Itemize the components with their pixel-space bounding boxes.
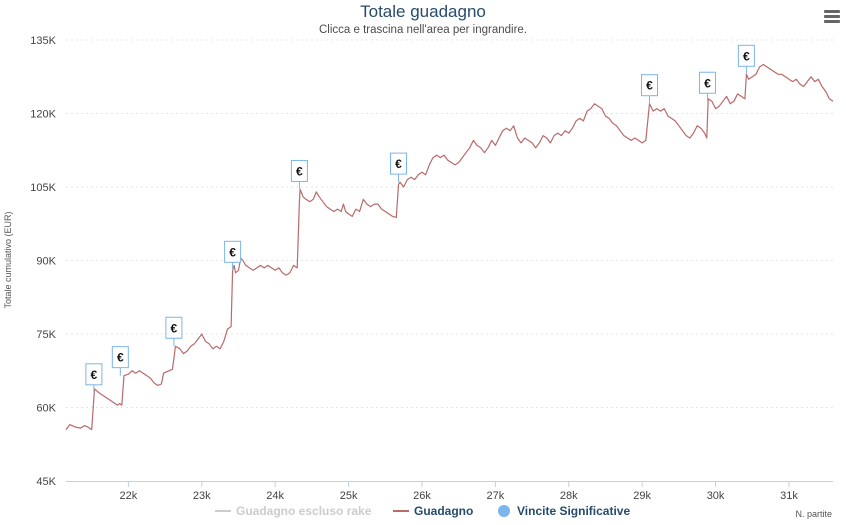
- legend-symbol: [498, 505, 510, 517]
- flag-box: [111, 346, 129, 369]
- y-axis-ticks: 45K 60K 75K 90K 105K 120K 135K: [30, 35, 56, 488]
- chart-subtitle: Clicca e trascina nell'area per ingrandi…: [318, 24, 528, 36]
- flag-marker: €: [641, 74, 659, 104]
- x-tick-label: 31k: [780, 490, 798, 502]
- flag-label: €: [646, 79, 653, 93]
- series-layer: [65, 63, 834, 431]
- flag-marker: €: [111, 346, 129, 376]
- x-tick-label: 27k: [486, 490, 504, 502]
- flag-box: [165, 316, 183, 339]
- flag-marker: €: [737, 44, 755, 75]
- y-tick-label: 120K: [30, 109, 56, 121]
- series-line-guadagno: [65, 63, 834, 431]
- legend-label: Guadagno escluso rake: [236, 504, 372, 518]
- flag-marker: €: [389, 152, 407, 183]
- flag-label: €: [395, 157, 402, 171]
- flag-box: [737, 44, 755, 67]
- legend: Guadagno escluso rake Guadagno Vincite Sig…: [215, 504, 630, 518]
- x-tick-label: 25k: [340, 490, 358, 502]
- grid-lines: [66, 39, 833, 408]
- flag-label: €: [743, 49, 750, 63]
- x-axis: 22k 23k 24k 25k 26k 27k 28k 29k 30k 31k: [66, 481, 833, 502]
- x-tick-label: 28k: [560, 490, 578, 502]
- flag-marker: €: [290, 159, 308, 190]
- y-tick-label: 60K: [36, 403, 56, 415]
- x-tick-label: 30k: [707, 490, 725, 502]
- y-tick-label: 45K: [36, 476, 56, 488]
- flag-marker: €: [165, 316, 183, 347]
- legend-label: Vincite Significative: [517, 504, 630, 518]
- flags-layer: € € € € € € € € €: [85, 44, 755, 393]
- flag-box: [389, 152, 407, 175]
- flag-label: €: [229, 245, 236, 259]
- legend-item-vincite-significative[interactable]: Vincite Significative: [498, 504, 630, 518]
- flag-box: [85, 363, 103, 386]
- flag-label: €: [171, 321, 178, 335]
- y-tick-label: 105K: [30, 182, 56, 194]
- x-tick-label: 29k: [633, 490, 651, 502]
- y-tick-label: 90K: [36, 256, 56, 268]
- flag-marker: €: [698, 71, 716, 102]
- y-axis-label: Totale cumulativo (EUR): [3, 211, 13, 308]
- flag-box: [641, 74, 659, 97]
- menu-icon[interactable]: [824, 10, 840, 23]
- x-tick-label: 23k: [193, 490, 211, 502]
- y-tick-label: 75K: [36, 329, 56, 341]
- flag-label: €: [296, 164, 303, 178]
- flag-box: [290, 159, 308, 182]
- y-tick-label: 135K: [30, 35, 56, 47]
- flag-box: [698, 71, 716, 94]
- flag-marker: €: [85, 363, 103, 393]
- flag-label: €: [117, 351, 124, 365]
- flag-label: €: [91, 368, 98, 382]
- legend-item-guadagno[interactable]: Guadagno: [393, 504, 473, 518]
- legend-item-guadagno-escluso-rake[interactable]: Guadagno escluso rake: [215, 504, 372, 518]
- x-tick-label: 26k: [413, 490, 431, 502]
- x-axis-label: N. partite: [795, 509, 832, 519]
- x-tick-label: 24k: [266, 490, 284, 502]
- legend-label: Guadagno: [414, 504, 473, 518]
- chart-title: Totale guadagno: [360, 2, 486, 21]
- flag-box: [224, 240, 242, 263]
- flag-marker: €: [224, 240, 242, 271]
- x-tick-label: 22k: [120, 490, 138, 502]
- flag-label: €: [704, 76, 711, 90]
